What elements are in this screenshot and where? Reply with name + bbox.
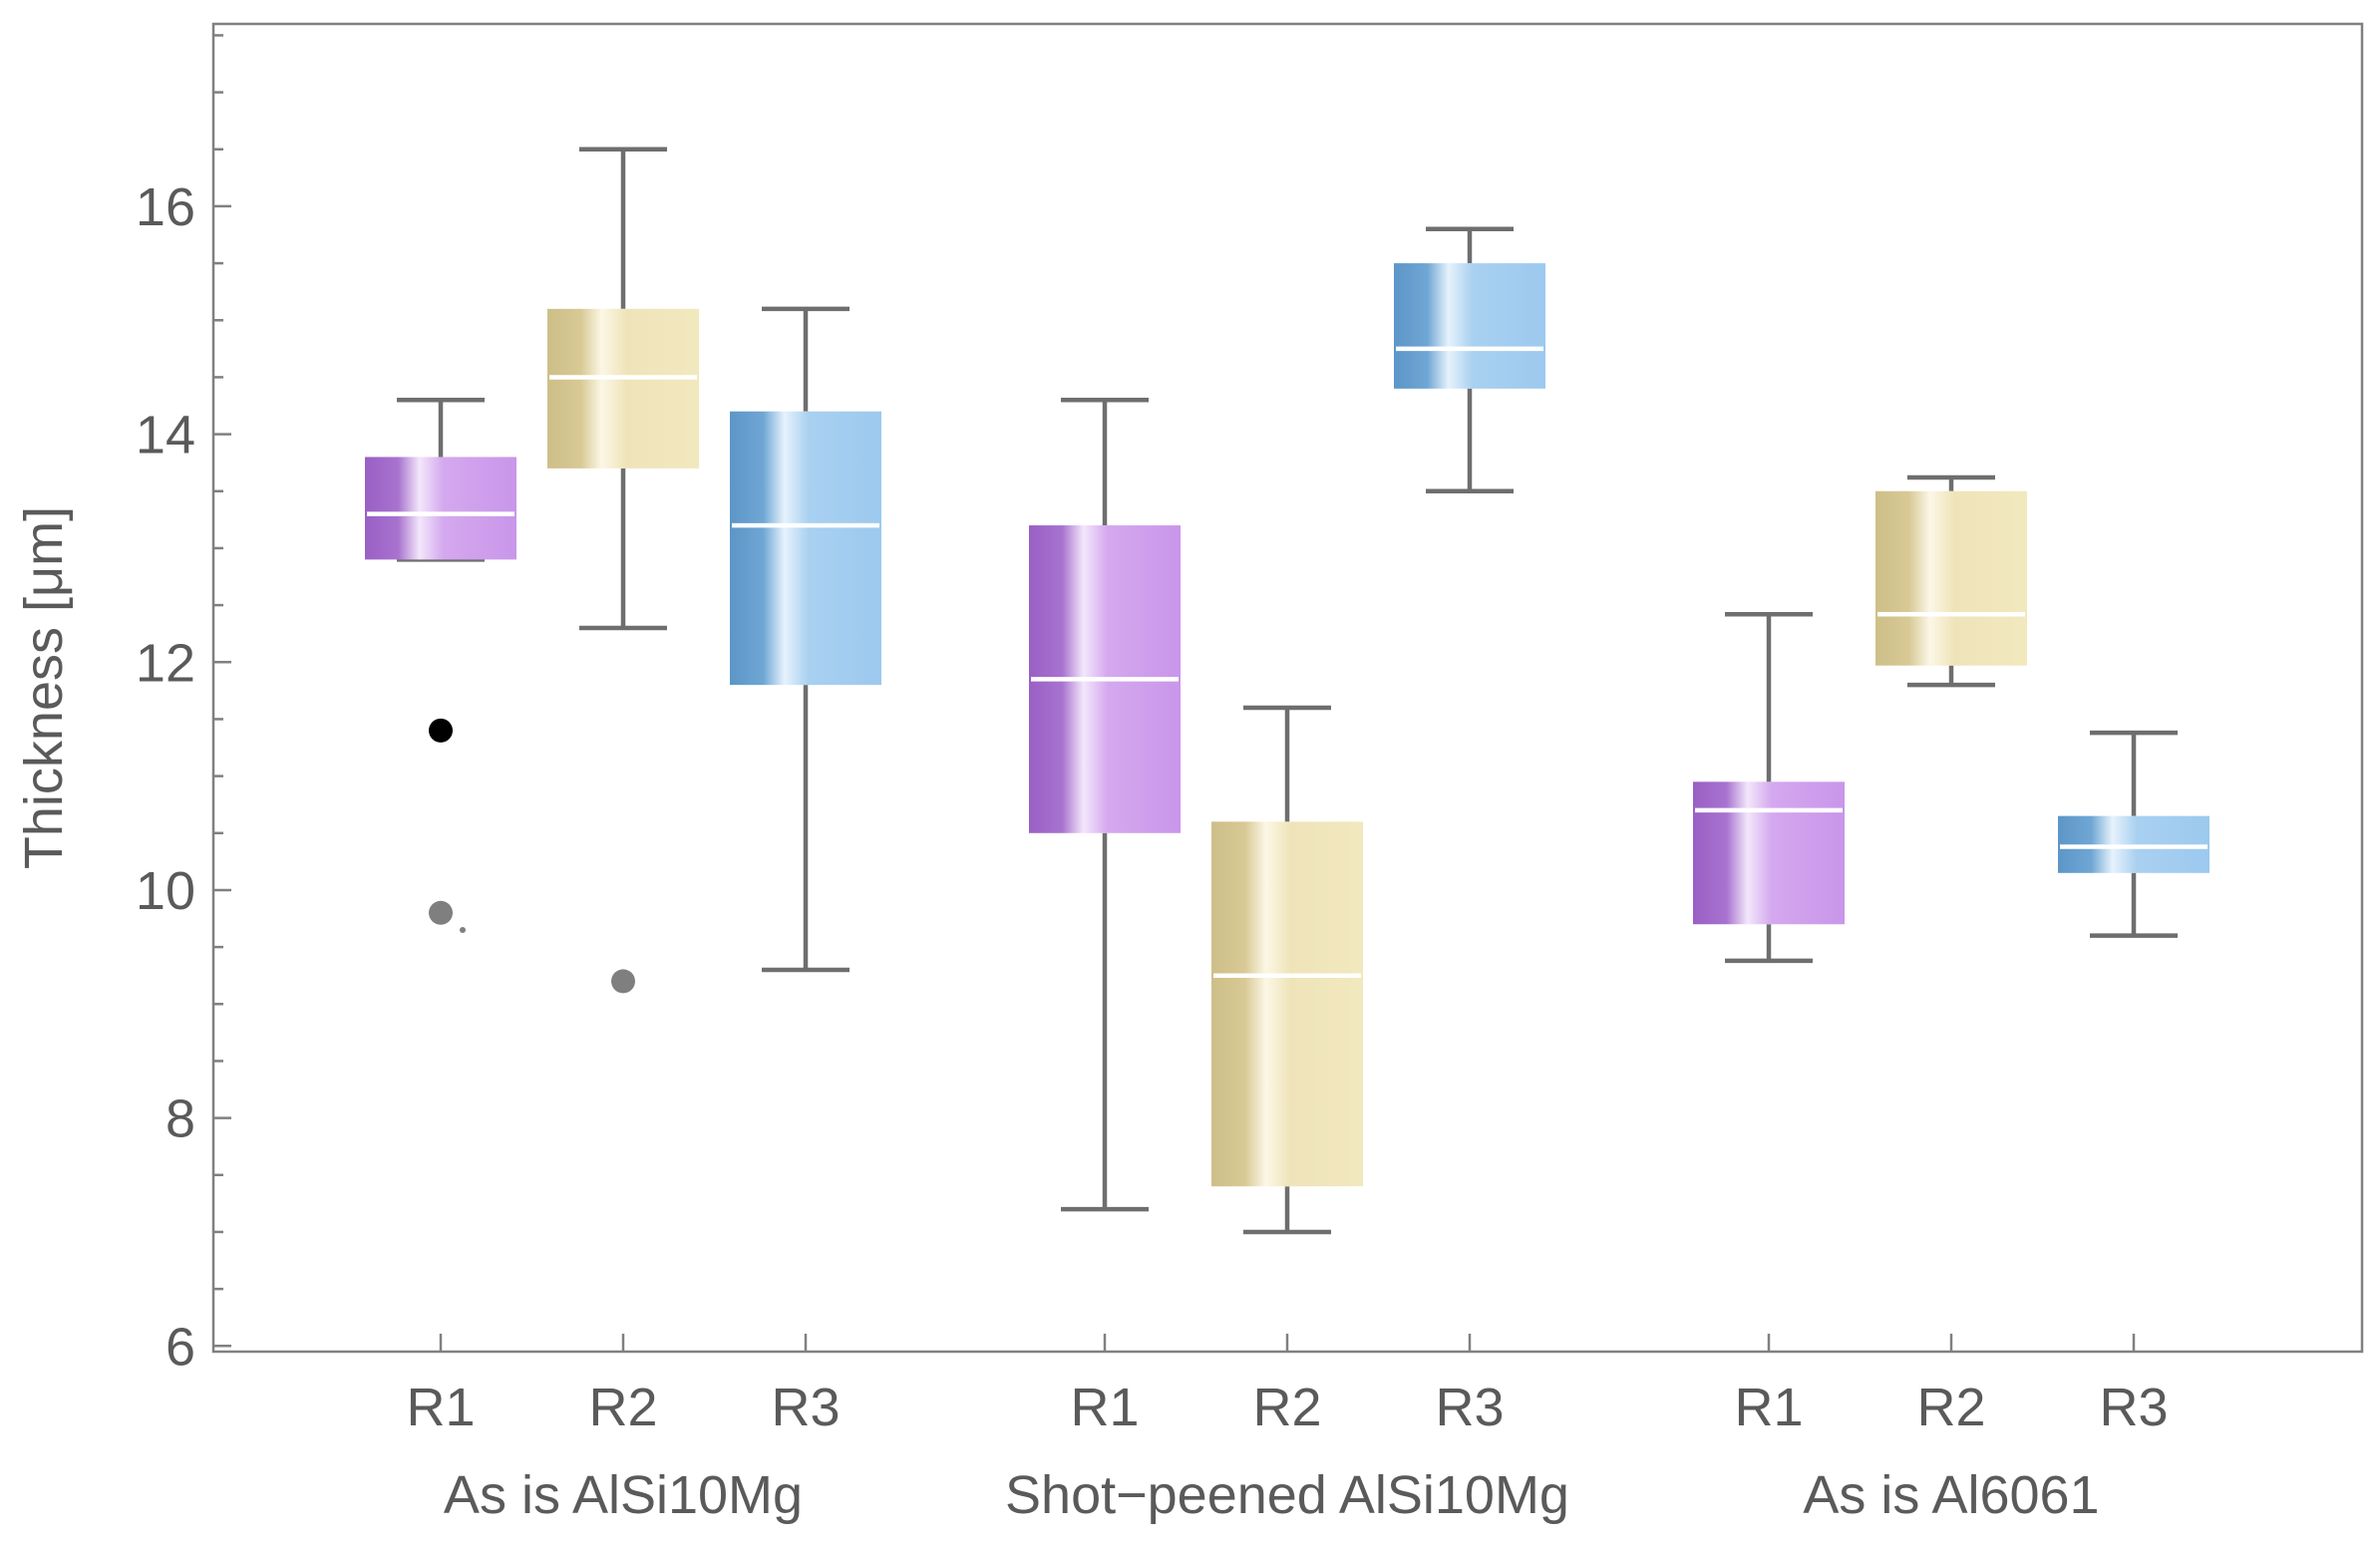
box-group <box>1029 226 1545 1235</box>
x-tick-label: R2 <box>1252 1378 1321 1437</box>
x-axis-labels: R1 R2 R3 As is AlSi10Mg R1 R2 R3 Shot−peened Al… <box>406 1334 2169 1525</box>
group-label: As is AlSi10Mg <box>444 1465 803 1525</box>
box-r1 <box>1693 612 1845 964</box>
group-label: As is Al6061 <box>1803 1465 2099 1525</box>
y-tick-label: 16 <box>136 177 195 237</box>
iqr-box <box>1875 490 2027 666</box>
x-tick-label: R3 <box>771 1378 840 1437</box>
box-r1 <box>1029 398 1181 1212</box>
box-r3 <box>2058 730 2210 938</box>
box-r2 <box>1211 705 1363 1235</box>
x-tick-label: R2 <box>588 1378 657 1437</box>
box-group <box>365 147 881 994</box>
y-axis: 6 8 10 12 14 16 <box>136 34 231 1377</box>
box-r3 <box>1394 226 1545 494</box>
x-tick-label: R3 <box>1435 1378 1504 1437</box>
box-series <box>365 147 2210 1235</box>
box-r2 <box>1875 474 2027 688</box>
box-r1 <box>365 398 516 933</box>
iqr-box <box>1211 821 1363 1187</box>
x-tick-label: R1 <box>1070 1378 1139 1437</box>
group-label: Shot−peened AlSi10Mg <box>1005 1465 1569 1525</box>
iqr-box <box>2058 815 2210 873</box>
y-tick-label: 8 <box>166 1089 195 1149</box>
y-tick-label: 10 <box>136 861 195 921</box>
x-tick-label: R1 <box>406 1378 475 1437</box>
iqr-box <box>365 457 516 560</box>
y-tick-label: 12 <box>136 633 195 693</box>
outlier-point <box>429 718 453 743</box>
iqr-box <box>1394 263 1545 389</box>
iqr-box <box>547 308 699 468</box>
outlier-point <box>460 926 466 933</box>
x-tick-label: R3 <box>2099 1378 2168 1437</box>
outlier-point <box>429 900 453 925</box>
y-tick-label: 6 <box>166 1317 195 1377</box>
y-axis-label: Thickness [μm] <box>14 506 74 869</box>
box-r3 <box>730 306 881 973</box>
iqr-box <box>730 411 881 686</box>
x-tick-label: R2 <box>1916 1378 1985 1437</box>
box-r2 <box>547 147 699 994</box>
iqr-box <box>1693 781 1845 925</box>
x-tick-label: R1 <box>1734 1378 1803 1437</box>
outlier-point <box>611 969 635 994</box>
y-tick-label: 14 <box>136 406 195 465</box>
box-group <box>1693 474 2210 964</box>
